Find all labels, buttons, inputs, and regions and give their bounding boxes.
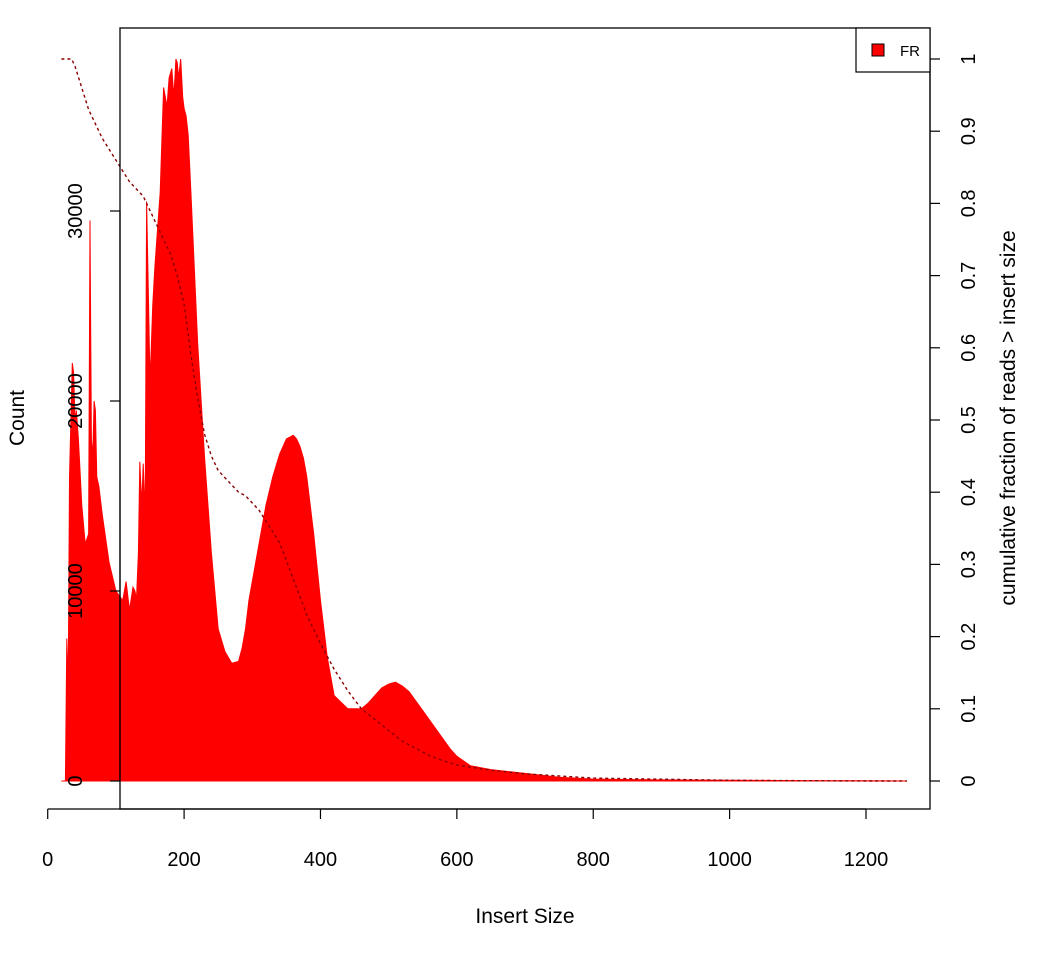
- cumulative-fraction-line: [61, 58, 907, 782]
- y-tick-label: 0: [65, 775, 87, 786]
- y2-tick-label: 0.4: [958, 478, 980, 506]
- y2-tick-label: 0.3: [958, 550, 980, 578]
- y2-tick-label: 0.7: [958, 262, 980, 290]
- y2-tick-label: 0.9: [958, 117, 980, 145]
- x-tick-label: 1200: [844, 849, 889, 871]
- x-axis: 0 200 400 600 800 1000 1200: [42, 808, 889, 871]
- y-axis-title: Count: [6, 390, 29, 446]
- y-tick-label: 30000: [65, 183, 87, 239]
- x-tick-label: 1000: [707, 849, 752, 871]
- x-tick-label: 200: [167, 849, 200, 871]
- plot-area: [61, 58, 907, 782]
- y2-axis-title: cumulative fraction of reads > insert si…: [997, 230, 1020, 605]
- y2-tick-label: 0.8: [958, 189, 980, 217]
- y2-tick-label: 0.2: [958, 623, 980, 651]
- legend-box: [855, 27, 931, 73]
- histogram-area-fr: [61, 58, 907, 782]
- legend-label: FR: [900, 43, 920, 60]
- y2-tick-label: 0.5: [958, 406, 980, 434]
- y-axis-right: 0 0.1 0.2 0.3 0.4 0.5 0.6 0.7 0.8 0.9 1: [929, 53, 980, 787]
- legend-swatch: [871, 43, 885, 57]
- x-tick-label: 0: [42, 849, 53, 871]
- y-axis-left: 0 10000 20000 30000: [65, 183, 121, 787]
- y2-tick-label: 0.1: [958, 695, 980, 723]
- x-tick-label: 400: [304, 849, 337, 871]
- y2-tick-label: 0.6: [958, 334, 980, 362]
- y-tick-label: 20000: [65, 373, 87, 429]
- y2-tick-label: 1: [958, 53, 980, 64]
- y-tick-label: 10000: [65, 563, 87, 619]
- x-tick-label: 800: [577, 849, 610, 871]
- x-axis-title: Insert Size: [475, 905, 574, 928]
- y2-tick-label: 0: [958, 775, 980, 786]
- legend: FR: [855, 27, 931, 73]
- x-tick-label: 600: [440, 849, 473, 871]
